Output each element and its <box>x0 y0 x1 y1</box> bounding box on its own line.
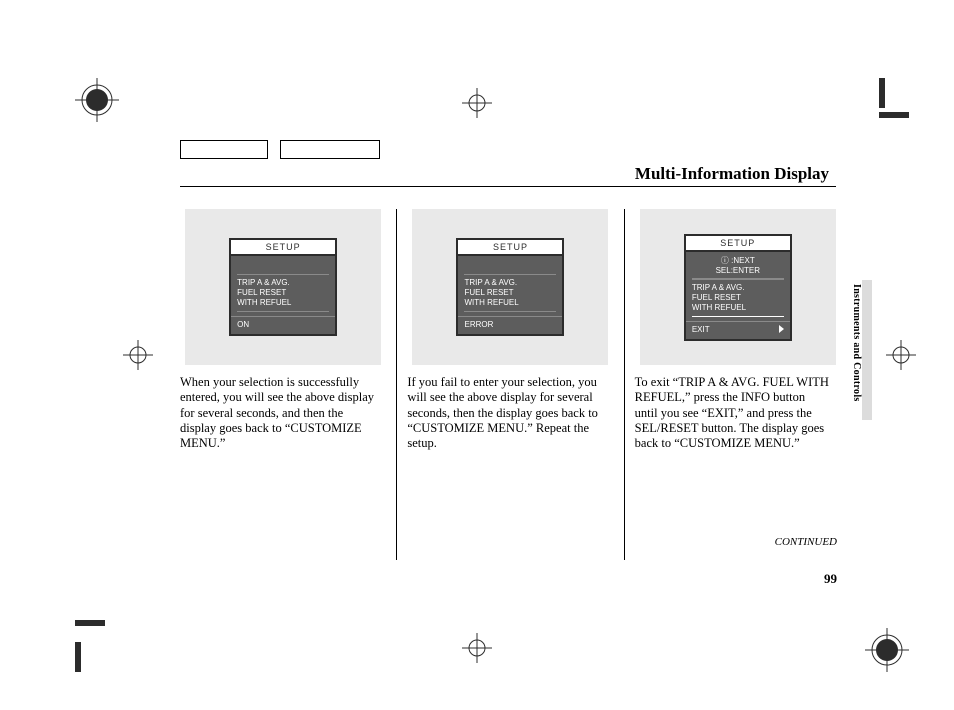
crop-mark-top-left <box>75 78 119 122</box>
title-rule <box>180 186 836 187</box>
registration-mid-right <box>886 340 916 370</box>
device-footer: ON <box>231 316 335 334</box>
section-label: Instruments and Controls <box>851 284 862 402</box>
device-line: FUEL RESET <box>692 293 784 303</box>
device-line: WITH REFUEL <box>464 298 556 308</box>
device-line: FUEL RESET <box>237 288 329 298</box>
figure-setup-on: SETUP TRIP A & AVG. FUEL RESET WITH REFU… <box>185 209 381 365</box>
crop-mark-bottom-right <box>865 628 909 672</box>
page-title: Multi-Information Display <box>635 164 829 184</box>
paragraph: To exit “TRIP A & AVG. FUEL WITH REFUEL,… <box>635 375 831 451</box>
device-line: WITH REFUEL <box>237 298 329 308</box>
device-header: SETUP <box>458 240 562 256</box>
registration-top-center <box>462 88 492 118</box>
registration-bottom-center <box>462 633 492 663</box>
figure-setup-exit: SETUP ⓘ :NEXT SEL:ENTER TRIP A & AVG. FU… <box>640 209 836 365</box>
page-number: 99 <box>824 571 837 587</box>
placeholder-box <box>180 140 268 159</box>
device-line: TRIP A & AVG. <box>692 283 784 293</box>
paragraph: If you fail to enter your selection, you… <box>407 375 603 451</box>
figure-setup-error: SETUP TRIP A & AVG. FUEL RESET WITH REFU… <box>412 209 608 365</box>
device-hint: ⓘ :NEXT <box>721 256 755 265</box>
device-header: SETUP <box>231 240 335 256</box>
device-footer: ERROR <box>458 316 562 334</box>
registration-mid-left <box>123 340 153 370</box>
device-hint: SEL:ENTER <box>716 266 760 275</box>
continued-label: CONTINUED <box>775 536 837 548</box>
device-line: FUEL RESET <box>464 288 556 298</box>
device-header: SETUP <box>686 236 790 252</box>
device-line: TRIP A & AVG. <box>464 278 556 288</box>
device-line: WITH REFUEL <box>692 303 784 313</box>
device-footer: EXIT <box>686 321 790 339</box>
content-columns: SETUP TRIP A & AVG. FUEL RESET WITH REFU… <box>180 209 841 560</box>
placeholder-box <box>280 140 380 159</box>
crop-mark-bottom-left <box>75 620 105 672</box>
device-line: TRIP A & AVG. <box>237 278 329 288</box>
section-tab <box>862 280 872 420</box>
device-footer-label: EXIT <box>692 325 710 334</box>
crop-mark-top-right <box>879 78 909 130</box>
paragraph: When your selection is successfully ente… <box>180 375 376 451</box>
arrow-right-icon <box>779 325 784 333</box>
header-placeholder-boxes <box>180 140 380 159</box>
